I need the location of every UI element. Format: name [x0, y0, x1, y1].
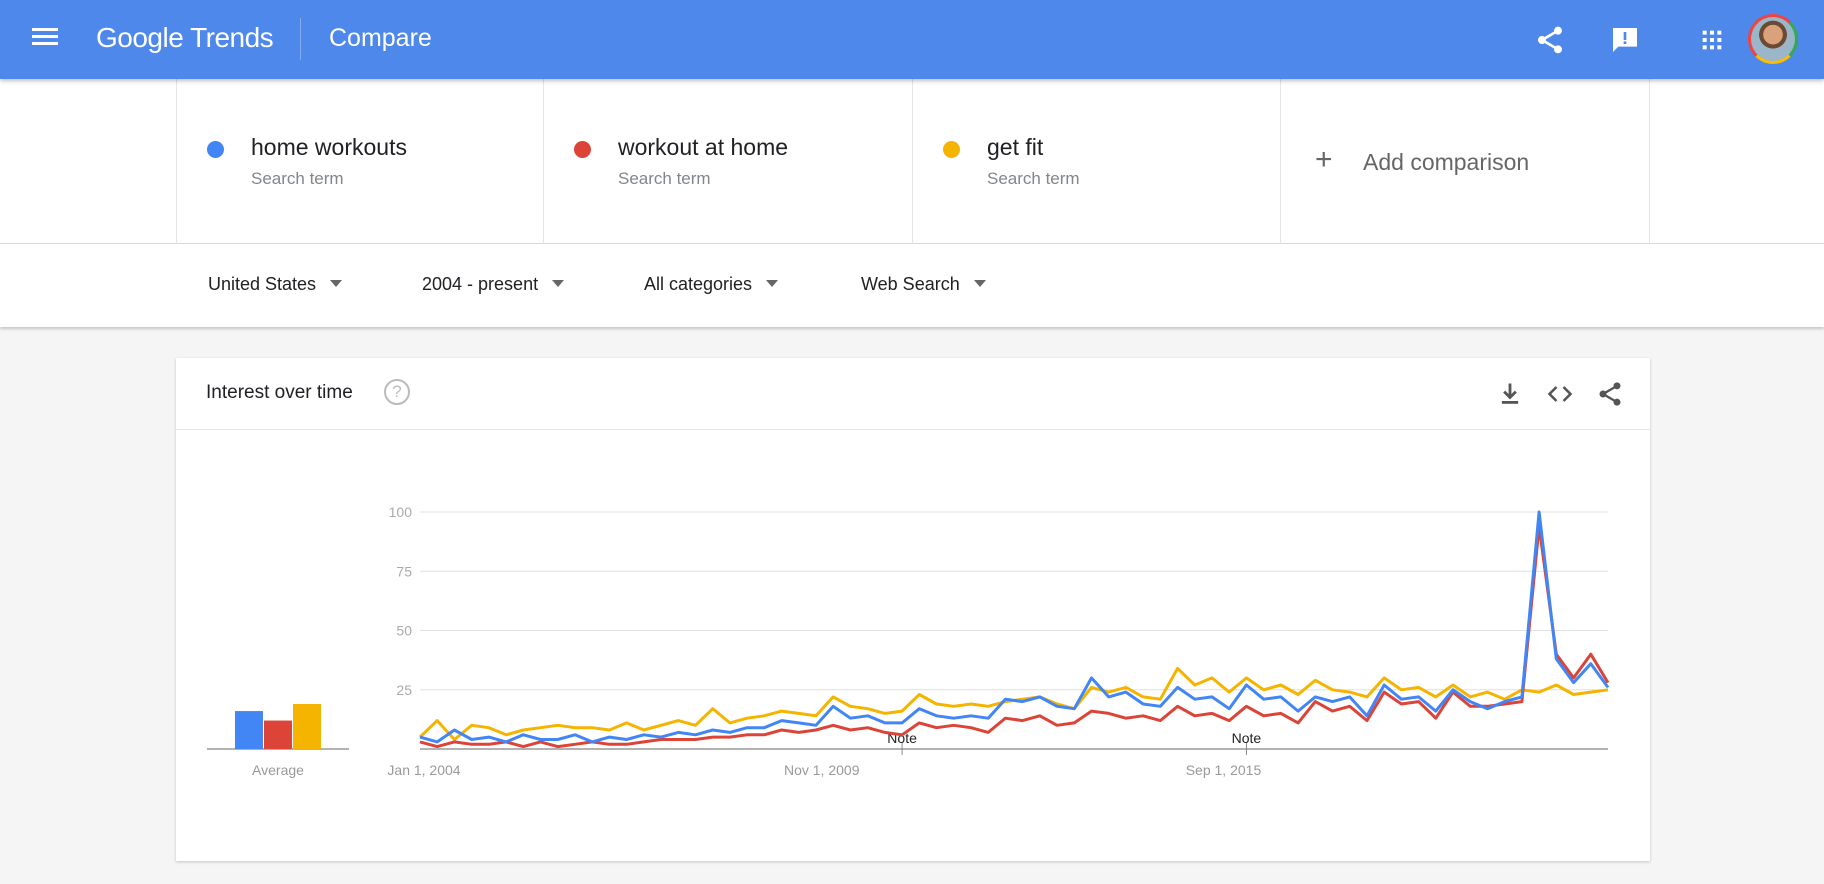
category-dropdown[interactable]: All categories: [644, 274, 779, 295]
dropdown-arrow-icon: [766, 280, 779, 287]
x-tick-label: Nov 1, 2009: [784, 762, 860, 778]
google-trends-logo[interactable]: Google Trends: [96, 22, 274, 53]
download-icon[interactable]: [1496, 380, 1524, 408]
series-color-dot: [207, 141, 224, 158]
add-comparison-label: Add comparison: [1363, 149, 1530, 175]
term-type: Search term: [618, 169, 711, 188]
dropdown-arrow-icon: [330, 280, 343, 287]
y-tick-label: 100: [389, 504, 413, 520]
average-bar: [293, 703, 321, 749]
y-tick-label: 50: [396, 623, 412, 639]
term-name[interactable]: workout at home: [618, 134, 789, 160]
term-home-workouts[interactable]: home workouts Search term: [176, 79, 543, 244]
search-terms-bar: home workouts Search term workout at hom…: [0, 79, 1824, 244]
term-name[interactable]: get fit: [987, 134, 1044, 160]
time-range-dropdown[interactable]: 2004 - present: [422, 274, 565, 295]
term-type: Search term: [251, 169, 344, 188]
apps-icon[interactable]: [1696, 24, 1728, 56]
region-dropdown[interactable]: United States: [208, 274, 343, 295]
series-line: [419, 510, 1610, 744]
x-tick-label: Sep 1, 2015: [1186, 762, 1262, 778]
share-icon[interactable]: [1534, 24, 1566, 56]
time-range-value: 2004 - present: [422, 274, 539, 294]
term-name[interactable]: home workouts: [251, 134, 407, 160]
divider: [300, 18, 301, 60]
dropdown-arrow-icon: [552, 280, 565, 287]
page-title: Compare: [329, 24, 432, 52]
menu-icon[interactable]: [30, 24, 60, 54]
term-type: Search term: [987, 169, 1080, 188]
interest-over-time-chart[interactable]: 100 75 50 25 Jan 1, 2004 Nov 1, 2009 Sep 1, 20…: [176, 430, 1650, 861]
region-value: United States: [208, 274, 317, 294]
interest-over-time-card: Interest over time ? 100 75 50 25 Jan 1, 200…: [176, 358, 1650, 861]
x-tick-label: Jan 1, 2004: [387, 762, 460, 778]
y-tick-label: 25: [396, 682, 412, 698]
embed-icon[interactable]: [1546, 380, 1574, 408]
filters-bar: United States 2004 - present All categor…: [0, 244, 1824, 327]
y-tick-label: 75: [396, 563, 412, 579]
search-type-value: Web Search: [861, 274, 960, 294]
help-icon[interactable]: ?: [384, 379, 410, 405]
avatar[interactable]: [1748, 14, 1798, 64]
feedback-icon[interactable]: [1609, 24, 1641, 56]
series-color-dot: [574, 141, 591, 158]
series-line: [419, 524, 1610, 749]
term-get-fit[interactable]: get fit Search term: [912, 79, 1280, 244]
average-label: Average: [252, 762, 304, 778]
series-line: [418, 666, 1609, 741]
average-bar: [264, 720, 292, 749]
series-color-dot: [943, 141, 960, 158]
add-comparison-button[interactable]: + Add comparison: [1280, 79, 1650, 244]
top-app-bar: Google Trends Compare: [0, 0, 1824, 79]
search-type-dropdown[interactable]: Web Search: [861, 274, 986, 295]
note-label: Note: [1232, 730, 1262, 746]
card-title: Interest over time: [206, 382, 353, 403]
dropdown-arrow-icon: [973, 280, 986, 287]
plus-icon: +: [1315, 143, 1333, 176]
card-header: Interest over time ?: [176, 358, 1650, 430]
term-workout-at-home[interactable]: workout at home Search term: [543, 79, 912, 244]
category-value: All categories: [644, 274, 753, 294]
average-bar: [235, 711, 263, 749]
share-icon[interactable]: [1596, 380, 1624, 408]
